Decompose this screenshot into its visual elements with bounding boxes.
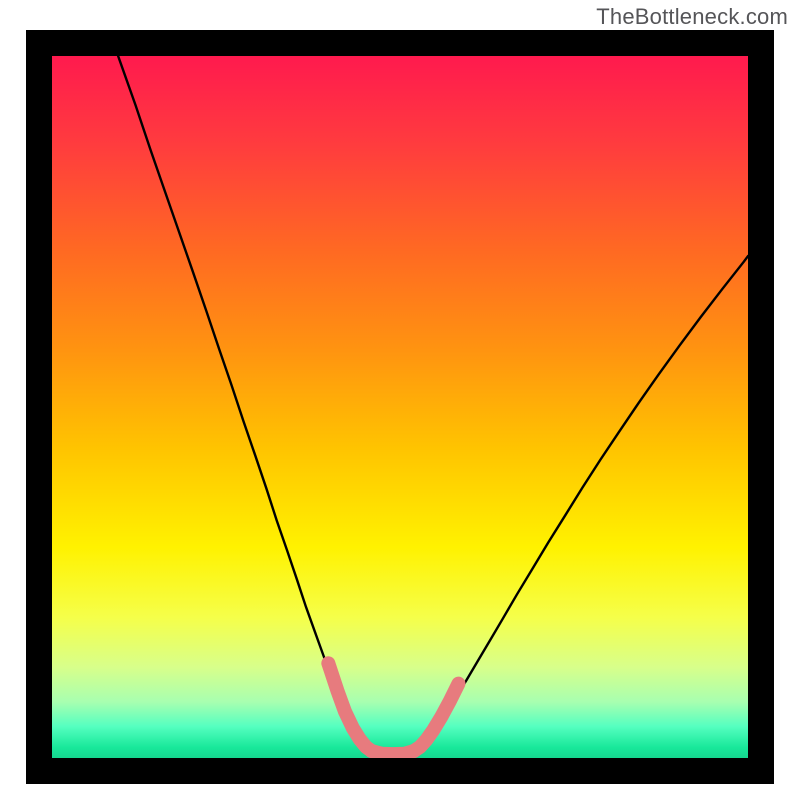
- curves-svg: [52, 56, 748, 758]
- chart-container: { "watermark": { "text": "TheBottleneck.…: [0, 0, 800, 800]
- curve-left: [118, 56, 382, 754]
- pink-trace-seg-0: [328, 663, 371, 751]
- watermark-text: TheBottleneck.com: [596, 4, 788, 30]
- plot-frame: [26, 30, 774, 784]
- pink-trace-seg-2: [414, 684, 459, 751]
